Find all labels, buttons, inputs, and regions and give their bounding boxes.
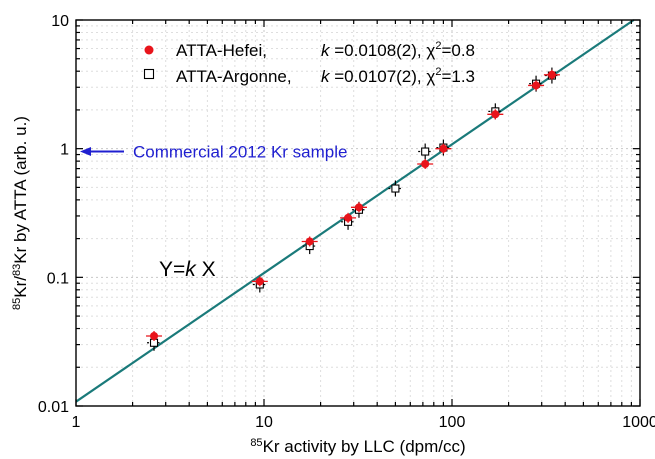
y-axis-label: 85Kr/83Kr by ATTA (arb. u.) [11,116,30,310]
x-tick-label: 10 [255,414,273,431]
y-tick-label: 0.1 [47,270,69,287]
hefei-point [421,160,430,169]
hefei-point [547,70,556,79]
hefei-point [532,81,541,90]
y-tick-label: 0.01 [38,399,69,416]
legend-hefei-marker [144,45,154,55]
y-axis-label-sup1: 85 [11,298,23,310]
legend-argonne-fit: k =0.0107(2), χ2=1.3 [321,66,475,86]
legend-hefei-chi-sup: 2 [435,40,441,52]
annotation-text: Commercial 2012 Kr sample [133,143,347,162]
legend-argonne-k: k [321,67,331,86]
x-tick-label: 1000 [622,414,655,431]
legend-hefei-k-value: =0.0108(2), [330,41,427,60]
axis-ticks [75,19,641,407]
legend-argonne-marker [143,68,155,80]
x-tick-label: 1 [72,414,81,431]
legend: ATTA-Hefei, k =0.0108(2), χ2=0.8 ATTA-Ar… [143,40,475,86]
formula-k: k [185,258,197,281]
legend-hefei-k: k [321,41,331,60]
grid [76,20,640,406]
hefei-point [305,237,314,246]
x-axis-label-sup: 85 [250,437,262,449]
hefei-point [344,213,353,222]
y-axis-label-mid: Kr/ [11,276,30,298]
annotation-arrowhead-icon [80,147,91,157]
legend-hefei-fit: k =0.0108(2), χ2=0.8 [321,40,475,60]
legend-argonne-chi: χ [426,67,435,86]
hefei-point [150,331,159,340]
legend-argonne-k-value: =0.0107(2), [330,67,427,86]
annotation: Commercial 2012 Kr sample [80,143,347,162]
y-axis-label-text: Kr by ATTA (arb. u.) [11,116,30,264]
legend-argonne-chi-value: =1.3 [441,67,475,86]
formula-label: Y=k X [159,258,216,281]
argonne-point [421,147,430,156]
y-tick-label: 1 [60,142,69,159]
legend-hefei-chi: χ [426,41,435,60]
legend-hefei-name: ATTA-Hefei, [176,41,267,60]
hefei-point [354,203,363,212]
tick-labels: 1 10 100 1000 0.01 0.1 1 10 [38,13,655,431]
y-axis-label-sup2: 83 [11,264,23,276]
hefei-point [491,110,500,119]
legend-argonne-chi-sup: 2 [435,66,441,78]
y-tick-label: 10 [51,13,69,30]
legend-argonne-name: ATTA-Argonne, [176,67,292,86]
argonne-point [391,184,400,193]
x-axis-label-text: Kr activity by LLC (dpm/cc) [263,437,466,456]
hefei-point [255,277,264,286]
hefei-point [439,144,448,153]
plot-frame [75,19,641,407]
formula-x: X [196,258,216,281]
formula-y: Y= [159,258,185,281]
x-tick-label: 100 [439,414,466,431]
legend-hefei-chi-value: =0.8 [441,41,475,60]
x-axis-label: 85Kr activity by LLC (dpm/cc) [250,437,465,456]
series-hefei [146,69,560,341]
